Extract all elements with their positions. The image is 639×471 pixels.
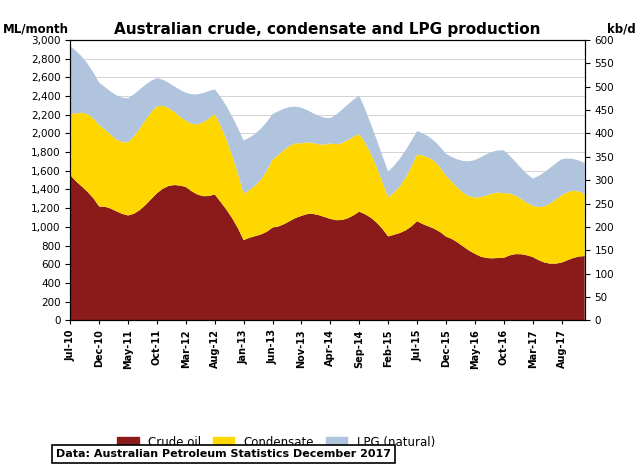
Title: Australian crude, condensate and LPG production: Australian crude, condensate and LPG pro… — [114, 23, 541, 38]
Text: ML/month: ML/month — [3, 22, 69, 35]
Text: Data: Australian Petroleum Statistics December 2017: Data: Australian Petroleum Statistics De… — [56, 449, 391, 459]
Legend: Crude oil, Condensate, LPG (natural): Crude oil, Condensate, LPG (natural) — [114, 433, 438, 453]
Text: kb/d: kb/d — [607, 22, 636, 35]
